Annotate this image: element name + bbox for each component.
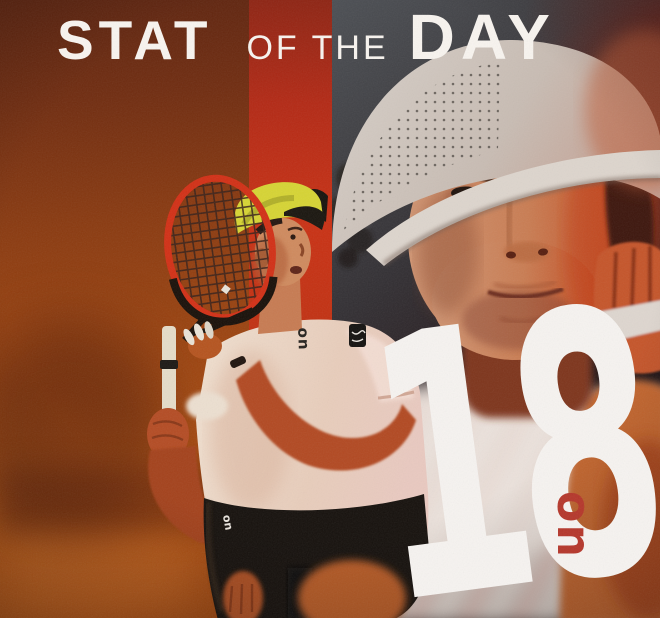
headline-word-of: OF — [246, 29, 300, 67]
grip-band — [160, 360, 178, 369]
headline-word-the: THE — [311, 29, 389, 67]
headline-word-day: DAY — [408, 1, 556, 73]
on-logo-chest: on — [294, 327, 313, 351]
player-eye — [290, 234, 296, 240]
headline-word-stat: STAT — [57, 9, 213, 71]
on-logo-number: on — [547, 490, 602, 560]
towel-highlight — [186, 392, 228, 420]
on-logo-shorts: on — [219, 513, 236, 532]
stat-number: 18 — [348, 233, 660, 618]
headline: STAT OF THE DAY — [57, 5, 556, 69]
player-mouth — [290, 266, 302, 274]
